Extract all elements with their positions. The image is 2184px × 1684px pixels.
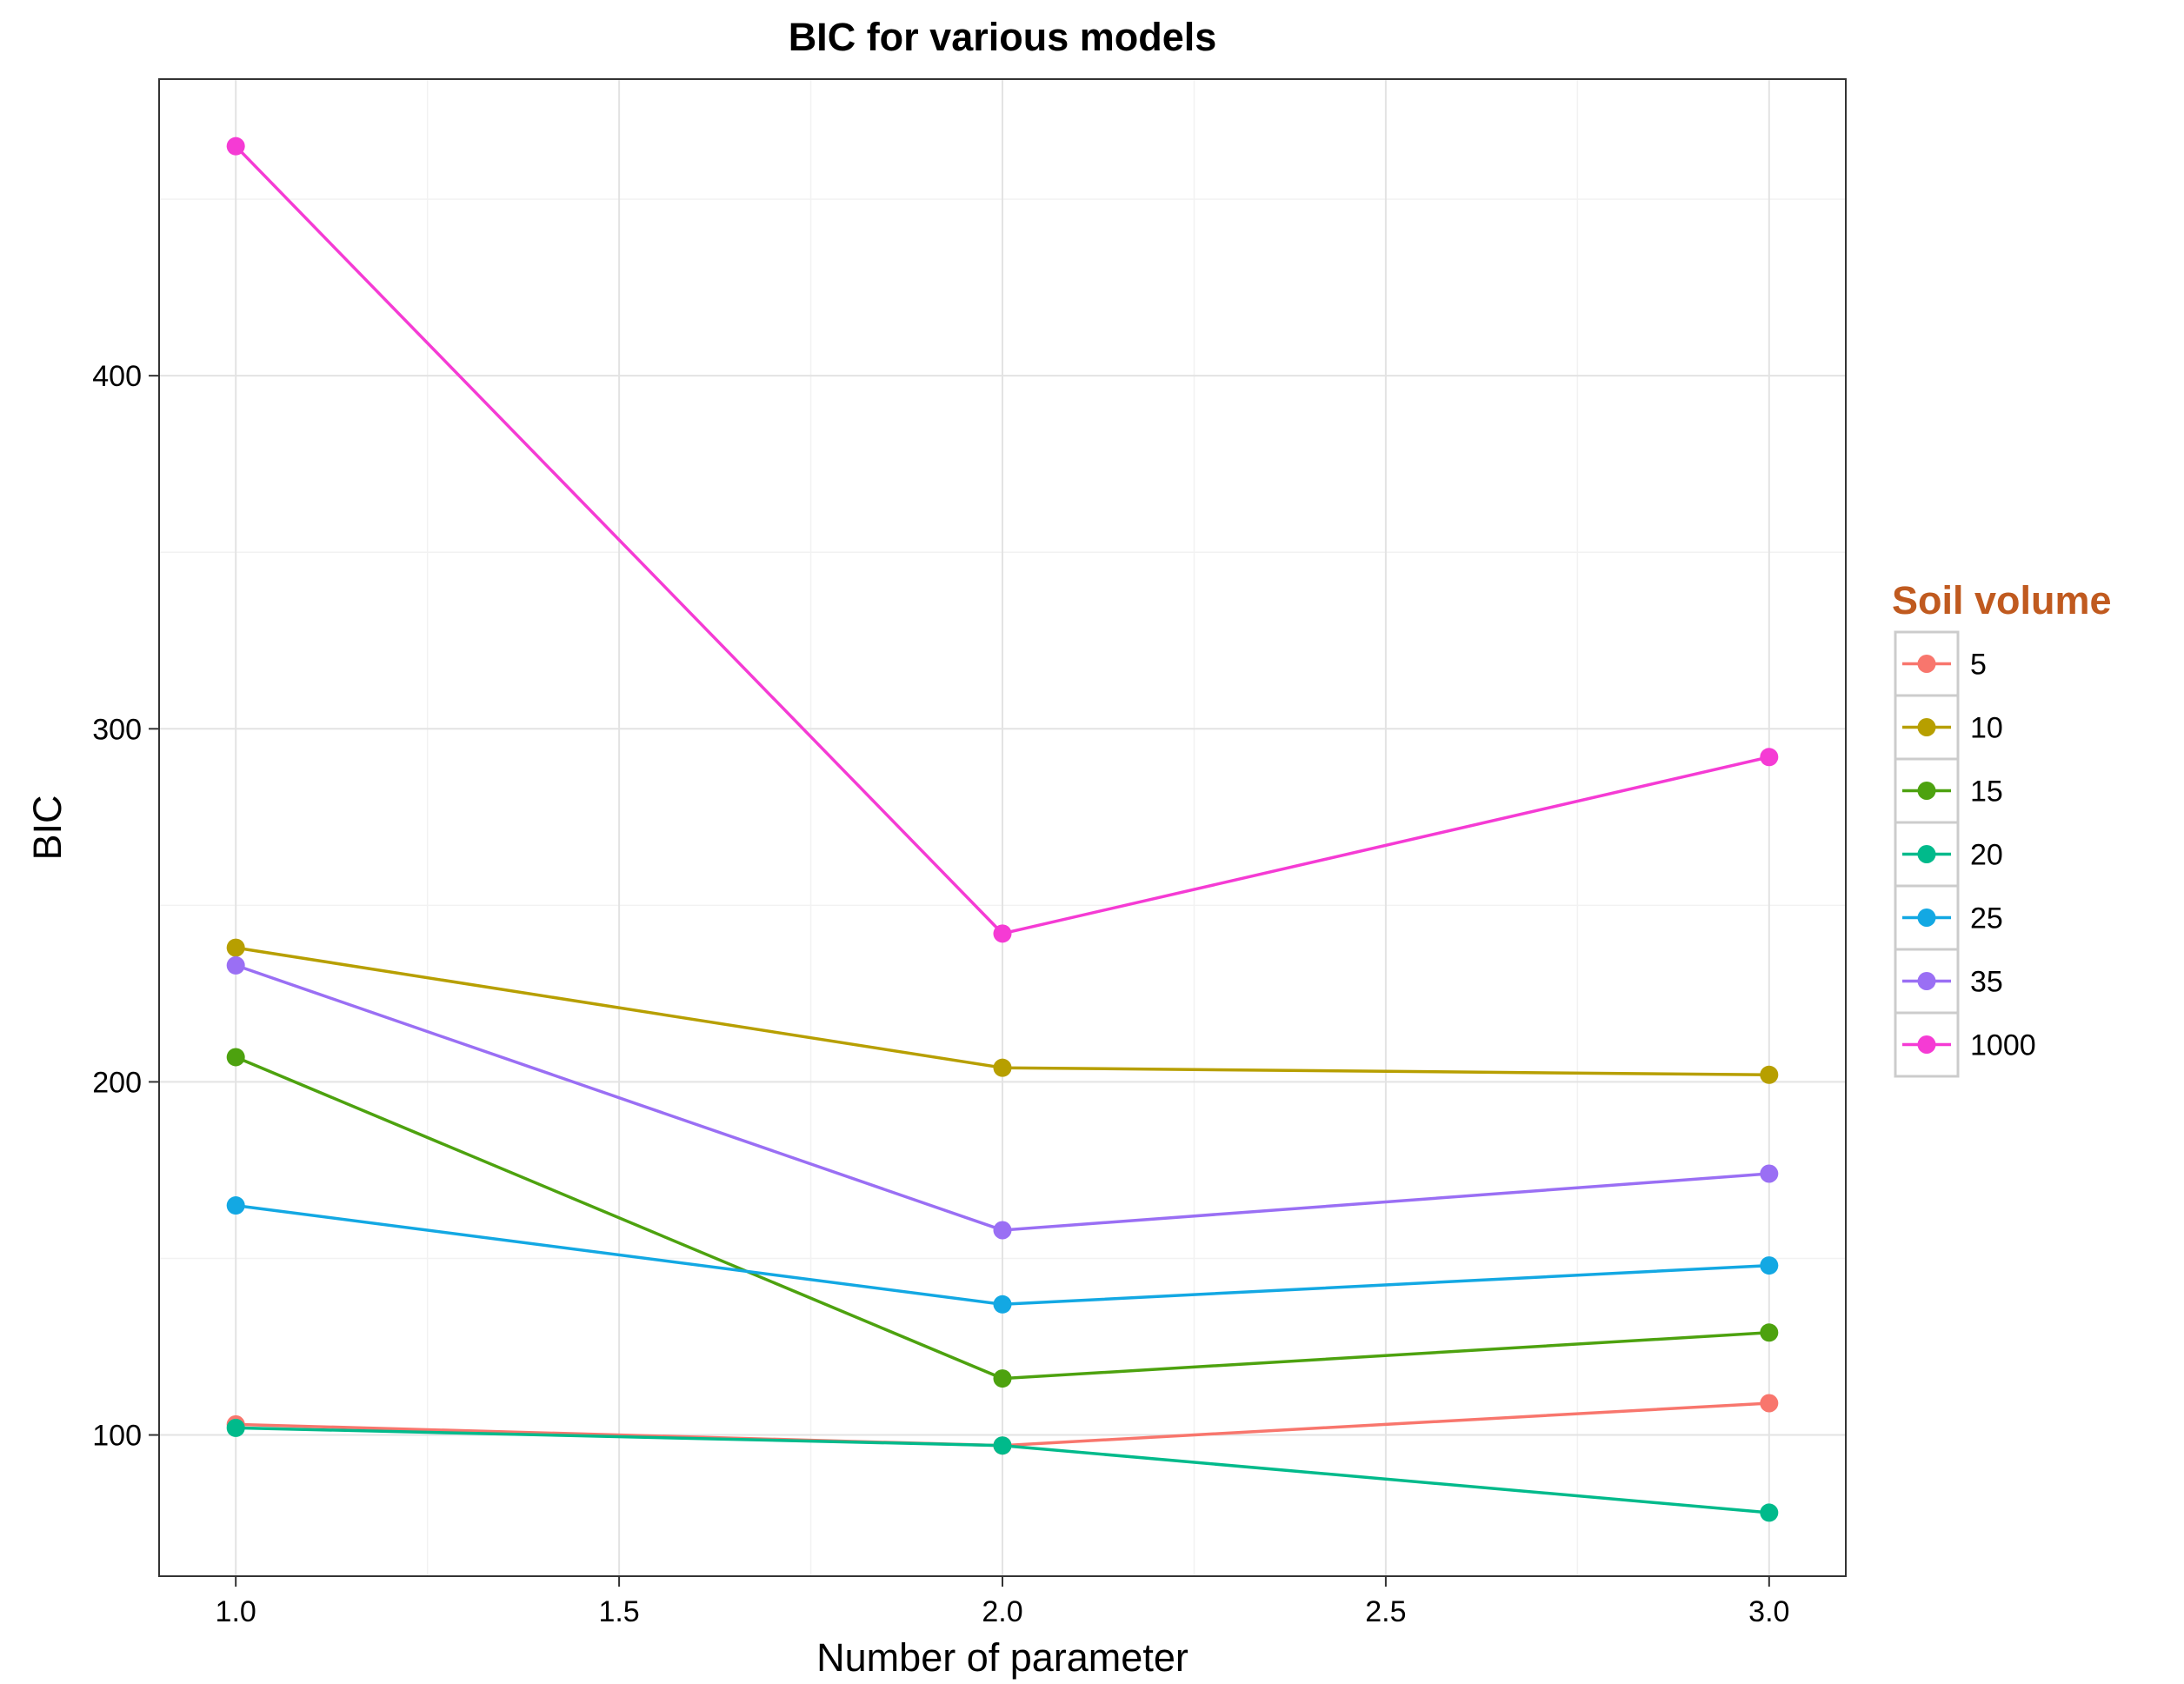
data-point-20 xyxy=(993,1436,1012,1455)
y-tick-label: 200 xyxy=(92,1066,142,1099)
legend-label: 1000 xyxy=(1970,1029,2036,1062)
legend-key-point xyxy=(1917,1035,1936,1054)
x-tick-label: 2.0 xyxy=(982,1595,1022,1628)
x-tick-label: 1.0 xyxy=(216,1595,256,1628)
data-point-15 xyxy=(993,1369,1012,1388)
data-point-1000 xyxy=(993,924,1012,943)
legend-title: Soil volume xyxy=(1892,578,2112,622)
data-point-20 xyxy=(1760,1503,1779,1522)
legend-keys: 5 10 15 20 25 35 1000 xyxy=(1894,630,2036,1078)
data-point-5 xyxy=(1760,1394,1779,1413)
data-point-20 xyxy=(226,1418,245,1437)
data-points xyxy=(226,136,1779,1522)
data-point-10 xyxy=(226,938,245,957)
legend-label: 5 xyxy=(1970,649,1987,682)
legend-key-point xyxy=(1917,972,1936,990)
x-tick-label: 3.0 xyxy=(1748,1595,1789,1628)
x-tick-label: 2.5 xyxy=(1365,1595,1406,1628)
legend-label: 10 xyxy=(1970,712,2003,745)
data-point-35 xyxy=(226,955,245,975)
x-axis-ticks: 1.0 1.5 2.0 2.5 3.0 xyxy=(216,1576,1789,1628)
x-axis-title: Number of parameter xyxy=(816,1635,1189,1680)
y-tick-label: 300 xyxy=(92,713,142,746)
legend-label: 15 xyxy=(1970,775,2003,809)
y-axis-ticks: 100 200 300 400 xyxy=(92,360,159,1453)
legend-key-point xyxy=(1917,845,1936,863)
data-point-15 xyxy=(226,1048,245,1067)
data-point-35 xyxy=(993,1221,1012,1240)
data-point-25 xyxy=(993,1295,1012,1314)
data-point-25 xyxy=(226,1196,245,1215)
x-tick-label: 1.5 xyxy=(598,1595,639,1628)
legend-label: 20 xyxy=(1970,839,2003,872)
data-point-1000 xyxy=(226,136,245,156)
legend-key-point xyxy=(1917,655,1936,673)
data-point-10 xyxy=(993,1058,1012,1077)
legend-key-point xyxy=(1917,718,1936,736)
legend-label: 35 xyxy=(1970,966,2003,999)
data-point-25 xyxy=(1760,1256,1779,1275)
y-tick-label: 400 xyxy=(92,360,142,393)
legend-key-point xyxy=(1917,782,1936,800)
grid-lines xyxy=(159,79,1846,1576)
legend: Soil volume 5 10 15 20 25 35 1000 xyxy=(1892,578,2112,1078)
data-point-10 xyxy=(1760,1065,1779,1084)
chart-title: BIC for various models xyxy=(789,15,1217,59)
y-axis-title: BIC xyxy=(25,795,70,860)
data-point-15 xyxy=(1760,1323,1779,1342)
data-point-35 xyxy=(1760,1164,1779,1183)
legend-key-point xyxy=(1917,909,1936,927)
y-tick-label: 100 xyxy=(92,1420,142,1453)
legend-label: 25 xyxy=(1970,902,2003,935)
data-point-1000 xyxy=(1760,748,1779,767)
